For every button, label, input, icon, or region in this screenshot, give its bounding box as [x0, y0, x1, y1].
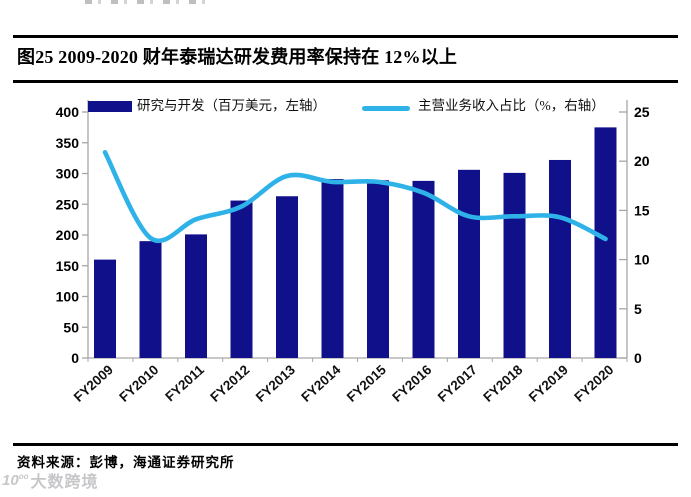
bar-FY2017	[458, 169, 480, 358]
watermark-text: 大数跨境	[30, 474, 99, 491]
source-rule	[13, 443, 678, 446]
right-axis-tick-label: 25	[634, 104, 650, 120]
left-axis-tick-label: 50	[63, 319, 79, 335]
title-rule-top	[13, 35, 678, 38]
dashukuajing-watermark: 10oo 大数跨境	[2, 468, 98, 492]
x-axis-label-FY2020: FY2020	[571, 362, 616, 405]
left-axis-tick-label: 300	[56, 166, 80, 182]
legend-label-revenue-ratio: 主营业务收入占比（%，右轴）	[418, 98, 605, 113]
figure-title: 图25 2009-2020 财年泰瑞达研发费用率保持在 12%以上	[17, 47, 458, 67]
x-axis-label-FY2012: FY2012	[207, 362, 252, 405]
x-axis-label-FY2017: FY2017	[435, 362, 480, 405]
left-axis-tick-label: 100	[56, 289, 80, 305]
left-axis-tick-label: 350	[56, 135, 80, 151]
left-axis-tick-label: 250	[56, 196, 80, 212]
bar-FY2012	[230, 200, 253, 358]
bar-FY2014	[321, 179, 344, 358]
bar-FY2011	[185, 234, 207, 358]
chart-canvas: 0 50 100 150 200 250 300 350 400 0 5 10 15 20 25 FY2009…	[56, 100, 650, 405]
x-axis-label-FY2014: FY2014	[298, 362, 344, 405]
chart-area: 0 50 100 150 200 250 300 350 400 0 5 10 15 20 25 FY2009…	[0, 88, 691, 440]
legend-bar-swatch-icon	[88, 101, 132, 112]
x-axis-label-FY2011: FY2011	[162, 362, 207, 405]
bar-FY2010	[139, 241, 162, 358]
left-axis-tick-label: 200	[56, 227, 80, 243]
left-axis-tick-label: 400	[56, 104, 80, 120]
bar-FY2020	[594, 127, 617, 358]
source-note: 资料来源：彭博，海通证券研究所	[17, 455, 235, 470]
x-axis-label-FY2019: FY2019	[526, 362, 571, 405]
right-axis-tick-label: 15	[634, 202, 650, 218]
clipped-text-fragment	[85, 0, 213, 4]
right-axis-tick-label: 20	[634, 153, 650, 169]
x-axis-label-FY2018: FY2018	[480, 362, 526, 405]
x-axis-label-FY2009: FY2009	[71, 362, 116, 405]
right-axis-tick-label: 0	[634, 350, 642, 366]
right-axis-tick-label: 10	[634, 252, 650, 268]
x-axis-label-FY2010: FY2010	[116, 362, 161, 405]
left-axis-tick-label: 150	[56, 258, 80, 274]
legend-label-rd: 研究与开发（百万美元，左轴）	[137, 98, 326, 113]
title-rule-bottom	[13, 80, 678, 83]
dashukuajing-logo-icon: 10oo	[2, 471, 29, 489]
bar-FY2009	[94, 259, 116, 358]
bar-FY2013	[276, 196, 298, 358]
right-axis-tick-label: 5	[634, 301, 642, 317]
revenue-ratio-line	[102, 150, 608, 243]
left-axis-tick-label: 0	[71, 350, 79, 366]
legend-line-swatch-icon	[362, 106, 410, 111]
bar-FY2015	[367, 180, 389, 358]
x-axis-label-FY2013: FY2013	[253, 362, 299, 405]
bar-FY2016	[412, 180, 435, 358]
bar-FY2018	[503, 172, 526, 358]
x-axis-label-FY2015: FY2015	[344, 362, 390, 405]
x-axis-label-FY2016: FY2016	[389, 362, 435, 405]
bar-FY2019	[549, 159, 571, 358]
